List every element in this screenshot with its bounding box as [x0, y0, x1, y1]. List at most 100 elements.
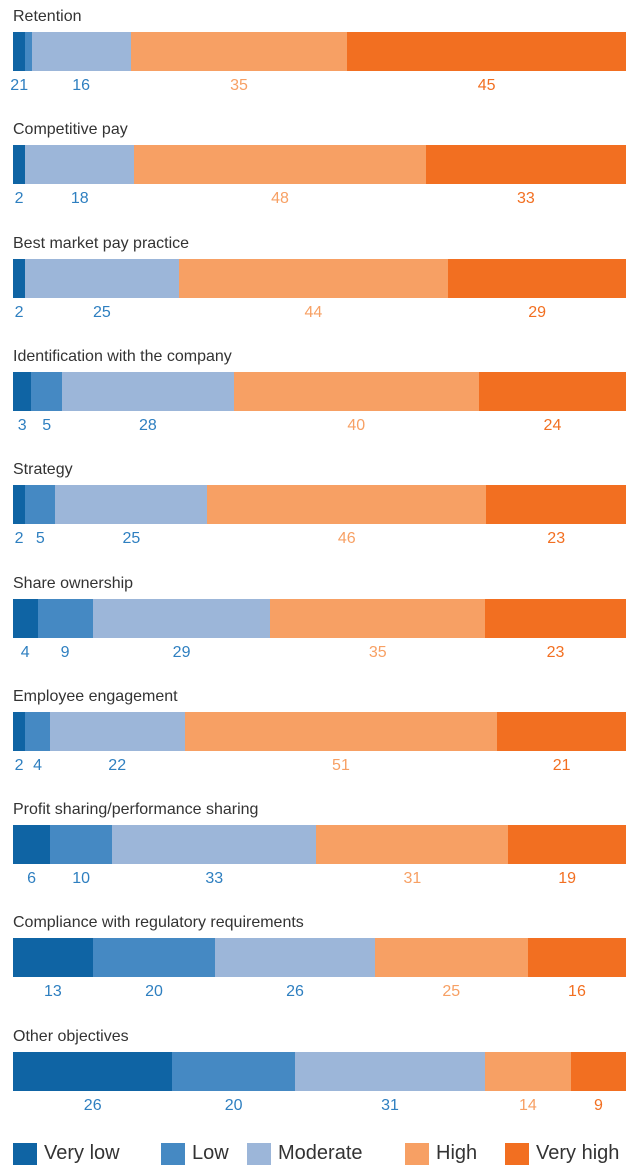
value-label: 18	[70, 190, 89, 208]
value-label: 25	[92, 303, 111, 321]
value-label: 28	[138, 416, 157, 434]
bar-segment-low	[25, 485, 56, 525]
bar-segment-low	[31, 371, 63, 411]
category-label: Strategy	[13, 461, 73, 479]
bar-segment-very-low	[13, 825, 51, 865]
bar-segment-moderate	[215, 938, 376, 978]
bar-segment-very-high	[485, 598, 627, 638]
value-label: 2	[14, 530, 24, 548]
category-label: Share ownership	[13, 574, 134, 592]
category-label: Competitive pay	[13, 121, 128, 139]
bar-segment-high	[207, 485, 487, 525]
bar-segment-moderate	[49, 711, 186, 751]
category-label: Best market pay practice	[13, 234, 190, 252]
value-label: 22	[108, 756, 127, 774]
value-label: 31	[381, 1096, 399, 1114]
value-label: 33	[516, 190, 535, 208]
value-label: 2	[14, 303, 24, 321]
legend-swatch	[247, 1143, 271, 1165]
bar-segment-high	[270, 598, 486, 638]
value-label: 3	[17, 416, 27, 434]
value-label: 20	[145, 983, 163, 1001]
value-label: 13	[43, 983, 62, 1001]
legend-label: Moderate	[278, 1142, 363, 1164]
value-label: 2	[14, 190, 24, 208]
value-label: 48	[271, 190, 289, 208]
bar-segment-very-high	[448, 258, 627, 298]
value-label: 40	[347, 416, 366, 434]
value-label: 26	[286, 983, 304, 1001]
value-label: 29	[528, 303, 547, 321]
bar-segment-moderate	[55, 485, 208, 525]
value-label: 45	[477, 77, 496, 94]
legend-swatch	[161, 1143, 185, 1165]
value-label: 16	[72, 77, 91, 94]
bar-segment-high	[316, 825, 509, 865]
value-label: 46	[337, 530, 356, 548]
legend-swatch	[13, 1143, 37, 1165]
category-label: Other objectives	[13, 1027, 129, 1045]
bar-segment-moderate	[31, 32, 132, 71]
bar-segment-low	[92, 938, 216, 978]
value-label: 44	[304, 303, 323, 321]
legend: Very low Low Moderate High Very high	[13, 1140, 633, 1166]
value-label: 5	[42, 416, 52, 434]
category-label: Profit sharing/performance sharing	[13, 801, 259, 819]
bar-segment-low	[50, 825, 113, 865]
bar-segment-low	[25, 711, 51, 751]
bar-segment-moderate	[25, 258, 179, 298]
bar-segment-very-low	[13, 598, 39, 638]
value-label: 31	[403, 870, 422, 888]
bar-segment-high	[134, 145, 427, 185]
legend-label: Very high	[536, 1142, 620, 1164]
bar-segment-high	[233, 371, 480, 411]
value-label: 9	[593, 1096, 603, 1114]
value-label: 35	[230, 77, 248, 94]
bar-segment-high	[130, 32, 348, 71]
value-label: 6	[27, 870, 37, 888]
value-label: 29	[172, 643, 191, 661]
bar-segment-very-low	[13, 938, 94, 978]
value-label: 51	[332, 756, 350, 774]
value-label: 9	[60, 643, 70, 661]
bar-segment-very-low	[13, 711, 26, 751]
value-label: 4	[20, 643, 30, 661]
value-label: 16	[568, 983, 586, 1001]
bar-segment-very-low	[13, 258, 26, 298]
value-label: 24	[543, 416, 562, 434]
value-label: 5	[35, 530, 45, 548]
bar-segment-very-high	[347, 32, 627, 71]
legend-label: Low	[192, 1142, 229, 1164]
legend-swatch	[405, 1143, 429, 1165]
value-label: 4	[33, 756, 42, 774]
bar-segment-low	[37, 598, 94, 638]
bar-segment-very-high	[527, 938, 627, 978]
legend-swatch	[505, 1143, 529, 1165]
value-label: 21	[552, 756, 571, 774]
bar-segment-moderate	[25, 145, 135, 185]
value-label: 25	[122, 530, 141, 548]
category-label: Retention	[13, 8, 82, 25]
bar-segment-very-high	[478, 371, 627, 411]
category-label: Identification with the company	[13, 347, 232, 365]
bar-segment-very-low	[13, 1051, 173, 1091]
bar-segment-moderate	[92, 598, 271, 638]
value-label: 26	[83, 1096, 102, 1114]
bar-segment-very-low	[13, 371, 32, 411]
legend-label: High	[436, 1142, 478, 1164]
value-label: 10	[72, 870, 91, 888]
bar-segment-moderate	[112, 825, 317, 865]
bar-segment-very-low	[13, 145, 26, 185]
value-label: 35	[368, 643, 387, 661]
bar-segment-high	[184, 711, 498, 751]
bar-segment-low	[172, 1051, 296, 1091]
bar-segment-high	[374, 938, 529, 978]
bar-segment-very-high	[486, 485, 627, 525]
value-label: 2	[14, 756, 24, 774]
bar-segment-very-high	[425, 145, 627, 185]
bar-segment-very-low	[13, 485, 26, 525]
value-label: 23	[547, 530, 566, 548]
bar-segment-high	[485, 1051, 572, 1091]
value-label: 25	[442, 983, 461, 1001]
